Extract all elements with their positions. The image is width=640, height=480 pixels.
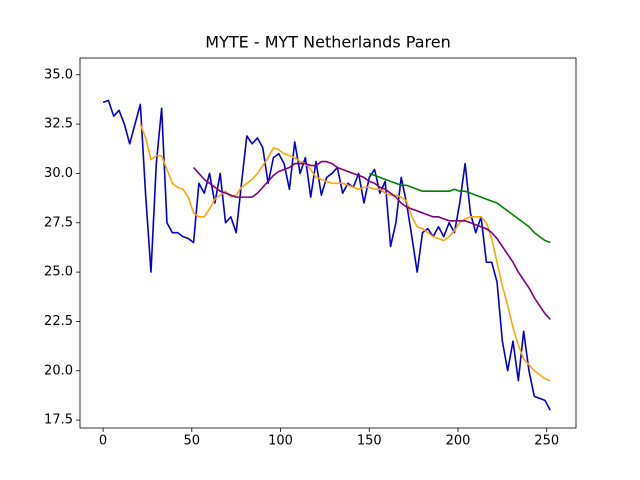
chart-title: MYTE - MYT Netherlands Paren [205, 33, 450, 52]
series-line [102, 99, 551, 411]
x-tick-label: 200 [446, 434, 471, 449]
y-tick-label: 20.0 [44, 363, 73, 378]
series-line [192, 160, 551, 321]
y-tick-label: 25.0 [44, 265, 73, 280]
y-tick-label: 27.5 [44, 215, 73, 230]
x-tick-label: 150 [357, 434, 382, 449]
series-line [368, 172, 551, 244]
series-line [139, 123, 551, 382]
y-tick-label: 30.0 [44, 166, 73, 181]
x-tick-label: 250 [534, 434, 559, 449]
y-tick-label: 32.5 [44, 117, 73, 132]
x-tick-label: 0 [99, 434, 107, 449]
y-tick-label: 35.0 [44, 67, 73, 82]
y-tick-label: 22.5 [44, 314, 73, 329]
y-tick-label: 17.5 [44, 413, 73, 428]
plot-frame [79, 57, 577, 429]
x-tick-label: 100 [268, 434, 293, 449]
x-tick-label: 50 [184, 434, 201, 449]
